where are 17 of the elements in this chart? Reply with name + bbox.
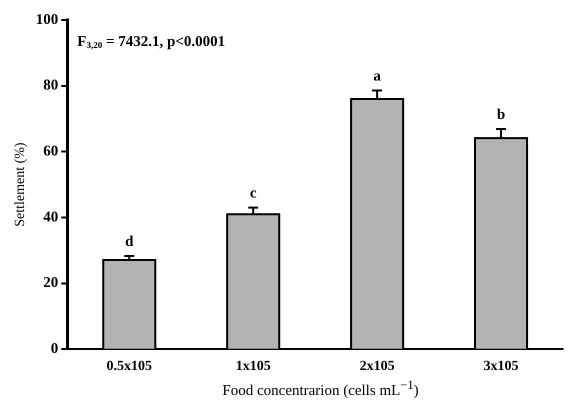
- x-tick-label: 3x105: [484, 359, 519, 374]
- x-tick-label: 0.5x105: [106, 359, 152, 374]
- x-tick-label: 1x105: [236, 359, 271, 374]
- x-axis-title: Food concentrarion (cells mL$^{−1}$): [221, 378, 420, 400]
- x-tick-label: 2x105: [360, 359, 395, 374]
- y-tick-label: 20: [43, 275, 58, 292]
- annotation: F3,20 = 7432.1, p<0.0001: [77, 34, 226, 50]
- y-tick-label: 80: [43, 78, 58, 94]
- y-tick-label: 40: [43, 209, 58, 226]
- y-axis-title: Settlement (%): [13, 142, 28, 227]
- y-tick-label: 100: [36, 12, 58, 28]
- annotation: b: [496, 106, 506, 123]
- annotation: a: [373, 68, 382, 84]
- annotation: d: [125, 234, 134, 250]
- annotation: c: [250, 186, 257, 202]
- y-tick-label: 0: [50, 341, 58, 358]
- y-tick-label: 60: [43, 144, 58, 160]
